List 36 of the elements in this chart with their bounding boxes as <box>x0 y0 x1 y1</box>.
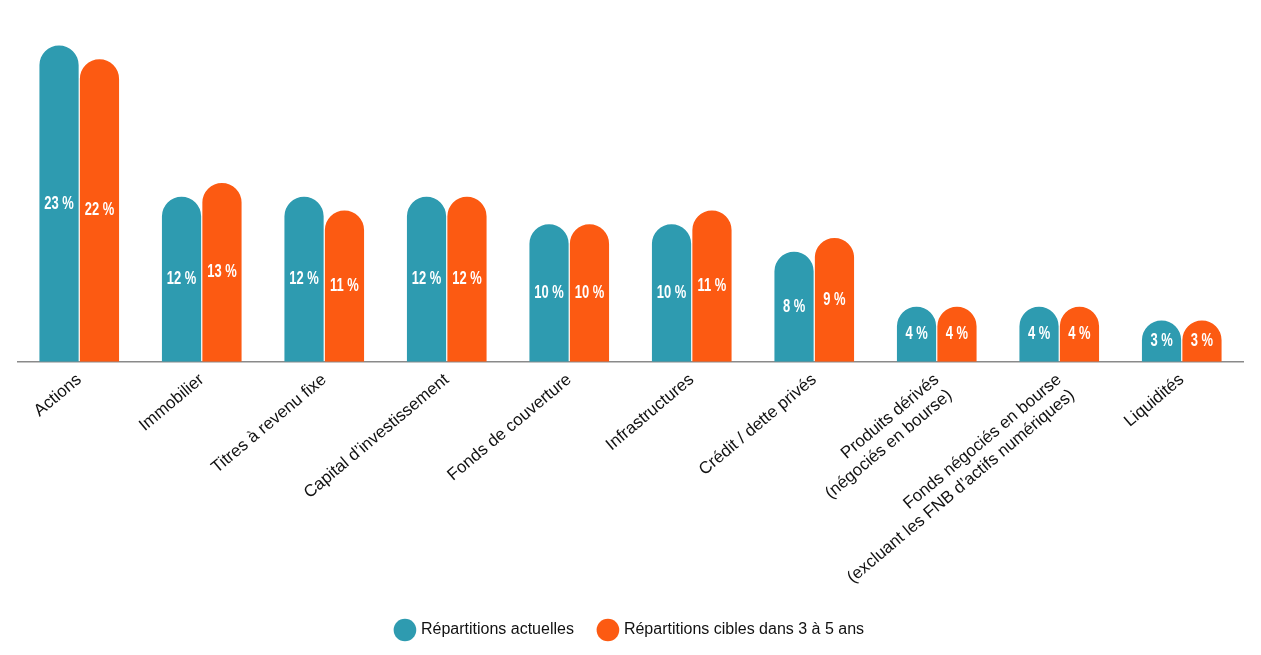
bar <box>79 59 120 362</box>
data-label: 3 % <box>1150 329 1173 350</box>
bar <box>447 196 487 362</box>
legend-label: Répartitions cibles dans 3 à 5 ans <box>623 620 865 638</box>
data-label: 13 % <box>207 261 237 281</box>
data-label: 10 % <box>574 281 605 302</box>
data-label: 4 % <box>1068 323 1091 343</box>
data-label: 3 % <box>1190 329 1214 350</box>
data-label: 10 % <box>534 281 564 302</box>
bar <box>202 182 242 362</box>
data-label: 9 % <box>823 288 846 309</box>
bar <box>814 237 855 362</box>
legend-label: Répartitions actuelles <box>420 620 574 638</box>
data-label: 22 % <box>84 199 115 219</box>
data-label: 12 % <box>411 268 442 288</box>
bar <box>39 45 79 362</box>
data-label: 12 % <box>452 268 482 288</box>
data-label: 11 % <box>330 274 359 295</box>
bar <box>284 196 324 362</box>
bar <box>406 196 447 362</box>
data-label: 23 % <box>44 192 74 213</box>
data-label: 4 % <box>945 323 969 343</box>
data-label: 10 % <box>656 281 687 302</box>
bar <box>692 210 732 362</box>
bar <box>161 196 202 362</box>
bar <box>529 224 569 362</box>
bar <box>569 224 610 362</box>
data-label: 11 % <box>697 274 727 295</box>
bar <box>651 224 692 362</box>
data-label: 8 % <box>782 295 806 316</box>
data-label: 4 % <box>905 323 928 343</box>
data-label: 4 % <box>1027 323 1051 343</box>
bar <box>774 251 814 362</box>
bar <box>324 210 365 362</box>
data-label: 12 % <box>289 268 319 288</box>
data-label: 12 % <box>166 268 197 288</box>
